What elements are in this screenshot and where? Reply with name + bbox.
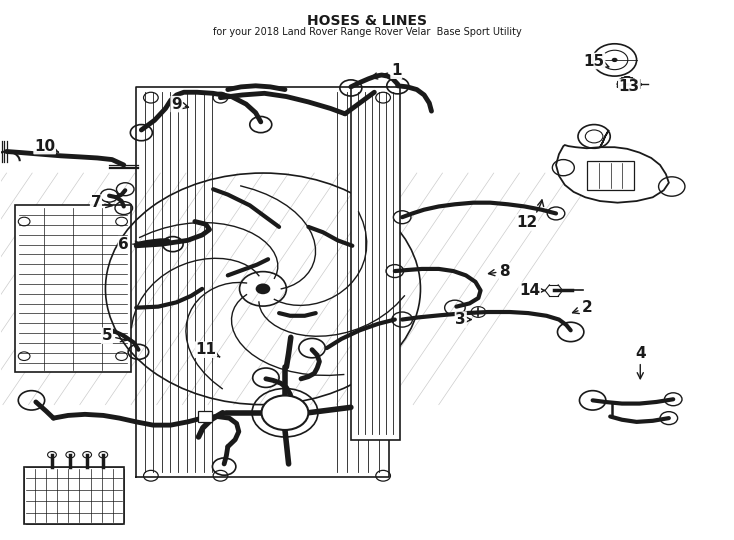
- Text: 9: 9: [171, 97, 189, 112]
- Text: 6: 6: [118, 237, 142, 252]
- Bar: [15, 205, 131, 373]
- Polygon shape: [600, 130, 608, 147]
- Circle shape: [261, 395, 308, 430]
- Text: 7: 7: [90, 195, 112, 210]
- Text: for your 2018 Land Rover Range Rover Velar  Base Sport Utility: for your 2018 Land Rover Range Rover Vel…: [213, 26, 521, 37]
- Text: 12: 12: [516, 200, 544, 230]
- Circle shape: [617, 77, 636, 91]
- Text: HOSES & LINES: HOSES & LINES: [307, 14, 427, 28]
- Text: 5: 5: [101, 328, 127, 343]
- Circle shape: [255, 284, 270, 294]
- Circle shape: [592, 44, 636, 76]
- Circle shape: [611, 58, 617, 62]
- Text: 3: 3: [456, 312, 471, 327]
- Text: 15: 15: [584, 53, 609, 69]
- Text: 10: 10: [34, 139, 59, 153]
- Text: 8: 8: [489, 264, 510, 279]
- Bar: [351, 87, 400, 440]
- Bar: [198, 411, 211, 422]
- Circle shape: [617, 77, 636, 91]
- Bar: [24, 467, 124, 524]
- Text: 14: 14: [519, 283, 545, 298]
- Circle shape: [617, 77, 636, 91]
- Text: 1: 1: [371, 63, 401, 79]
- Circle shape: [617, 77, 636, 91]
- Text: 13: 13: [617, 79, 640, 94]
- Circle shape: [617, 77, 636, 91]
- Circle shape: [617, 77, 636, 91]
- Text: 4: 4: [635, 346, 646, 379]
- Bar: [586, 161, 634, 190]
- Text: 11: 11: [195, 342, 219, 357]
- Polygon shape: [556, 145, 669, 202]
- Text: 2: 2: [573, 300, 592, 315]
